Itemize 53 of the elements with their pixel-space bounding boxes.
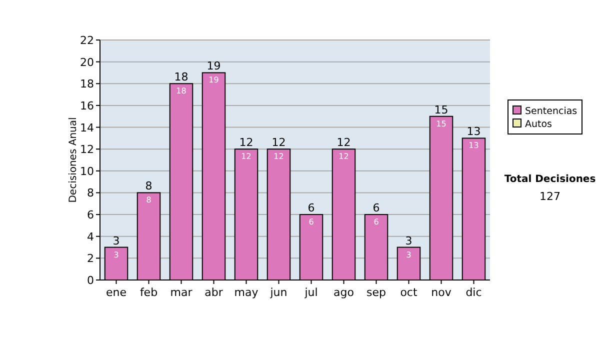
total-label: 12 — [239, 136, 254, 150]
data-label: 3 — [406, 250, 412, 260]
x-tick-label: abr — [204, 286, 224, 299]
total-label: 12 — [336, 136, 351, 150]
y-tick-label: 10 — [80, 164, 94, 178]
x-tick-label: feb — [140, 286, 158, 299]
total-label: 13 — [466, 125, 481, 138]
data-label: 8 — [146, 196, 152, 205]
y-tick-label: 18 — [80, 78, 94, 91]
data-label: 18 — [176, 86, 186, 96]
total-label: 12 — [272, 136, 286, 150]
x-tick-label: may — [234, 286, 259, 299]
data-label: 12 — [241, 152, 252, 162]
total-label: 8 — [145, 180, 152, 193]
y-tick-label: 16 — [80, 99, 94, 112]
x-tick-label: oct — [400, 286, 418, 299]
text: 127 — [540, 190, 560, 203]
data-label: 12 — [338, 152, 349, 162]
y-tick-label: 12 — [80, 143, 94, 156]
data-label: 6 — [374, 218, 379, 227]
x-tick-label: dic — [466, 286, 482, 299]
y-tick-label: 0 — [87, 274, 94, 287]
data-label: 6 — [308, 218, 314, 227]
x-tick-label: jul — [304, 286, 318, 299]
total-label: 6 — [308, 202, 315, 215]
y-tick-label: 8 — [87, 186, 94, 200]
y-axis-title: Decisiones Anual — [68, 117, 79, 203]
x-tick-label: ago — [334, 286, 354, 299]
data-label: 3 — [114, 250, 119, 260]
y-tick-label: 2 — [87, 252, 94, 266]
total-label: 19 — [206, 60, 221, 73]
x-tick-label: nov — [431, 286, 452, 299]
y-tick-label: 6 — [87, 208, 94, 222]
legend-label: Autos — [525, 119, 552, 130]
total-label: 3 — [112, 234, 120, 248]
text: Total Decisiones — [504, 174, 596, 185]
legend-label: Sentencias — [525, 106, 578, 117]
data-label: 13 — [468, 141, 479, 150]
total-label: 18 — [174, 70, 188, 84]
total-label: 6 — [372, 202, 380, 215]
data-label: 19 — [208, 76, 219, 85]
x-tick-label: jun — [269, 286, 288, 299]
x-tick-label: sep — [366, 286, 386, 299]
x-tick-label: ene — [106, 286, 127, 299]
y-tick-label: 22 — [80, 34, 94, 47]
data-label: 12 — [274, 152, 284, 162]
y-tick-label: 14 — [80, 121, 94, 134]
y-tick-label: 20 — [80, 56, 94, 69]
total-label: 3 — [405, 234, 412, 248]
y-tick-label: 4 — [87, 230, 94, 244]
x-tick-label: mar — [170, 286, 193, 299]
total-label: 15 — [434, 103, 448, 116]
data-label: 15 — [436, 119, 446, 128]
